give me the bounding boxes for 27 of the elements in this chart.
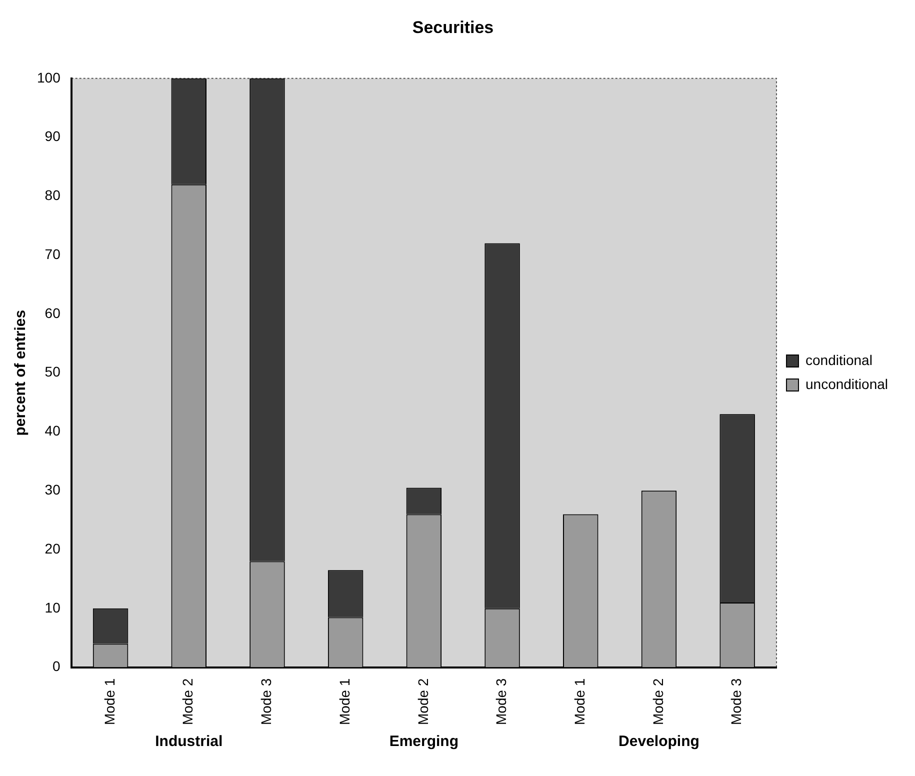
x-tick-label: Mode 1 <box>336 678 352 726</box>
x-tick-label: Mode 1 <box>101 678 118 726</box>
y-tick-label: 0 <box>52 658 61 674</box>
x-tick-label: Mode 1 <box>571 678 588 726</box>
x-tick-label: Mode 3 <box>493 678 510 726</box>
x-tick-label: Mode 2 <box>180 678 196 726</box>
text: Industrial <box>155 733 223 750</box>
y-tick-label: 80 <box>44 187 61 204</box>
text: Emerging <box>389 733 459 750</box>
y-tick-label: 20 <box>44 540 61 556</box>
chart-title: Securities <box>412 18 494 37</box>
y-tick-label: 60 <box>44 304 61 321</box>
y-tick-label: 10 <box>44 599 61 616</box>
x-tick-label: Mode 3 <box>728 678 744 726</box>
y-tick-label: 30 <box>44 481 61 498</box>
x-tick-label: Mode 2 <box>414 678 431 726</box>
text: Developing <box>618 733 700 750</box>
x-tick-label: Mode 2 <box>650 678 666 726</box>
y-tick-label: 50 <box>44 364 61 380</box>
y-tick-label: 40 <box>44 422 61 439</box>
y-tick-label: 90 <box>44 128 61 144</box>
legend-label: unconditional <box>805 376 888 392</box>
x-tick-label: Mode 3 <box>258 678 274 726</box>
legend-label: conditional <box>805 352 872 368</box>
y-tick-label: 70 <box>44 246 61 262</box>
y-axis-title: percent of entries <box>12 310 30 436</box>
y-tick-label: 100 <box>37 69 61 86</box>
